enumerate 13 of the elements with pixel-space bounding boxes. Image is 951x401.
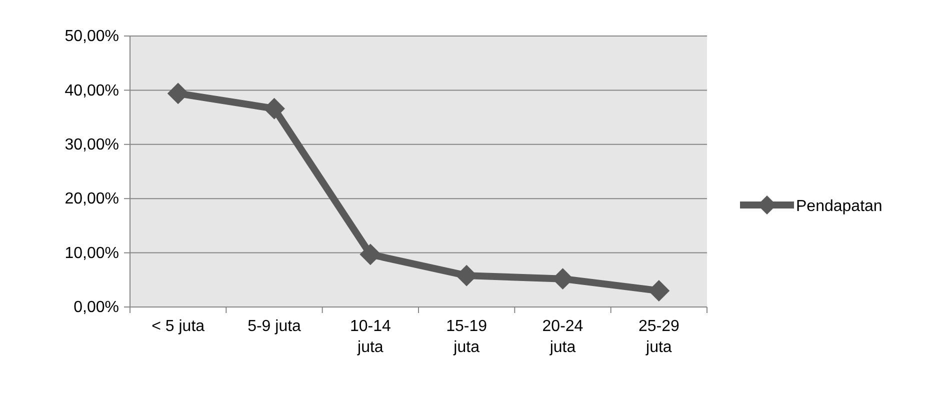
x-tick-label: 25-29 juta <box>638 318 680 356</box>
x-tick-label: < 5 juta <box>152 318 205 335</box>
x-tick-label: 20-24 juta <box>542 318 584 356</box>
y-tick-label: 10,00% <box>64 244 119 262</box>
x-tick-label: 5-9 juta <box>248 318 302 335</box>
y-tick-label: 40,00% <box>64 82 119 100</box>
x-tick-label: 10-14 juta <box>350 318 391 356</box>
y-tick-label: 0,00% <box>74 299 119 316</box>
x-tick-label: 15-19 juta <box>446 318 488 356</box>
y-tick-label: 50,00% <box>64 28 119 46</box>
y-tick-label: 20,00% <box>64 190 119 208</box>
y-tick-label: 30,00% <box>64 136 119 154</box>
legend-label: Pendapatan <box>796 198 882 215</box>
